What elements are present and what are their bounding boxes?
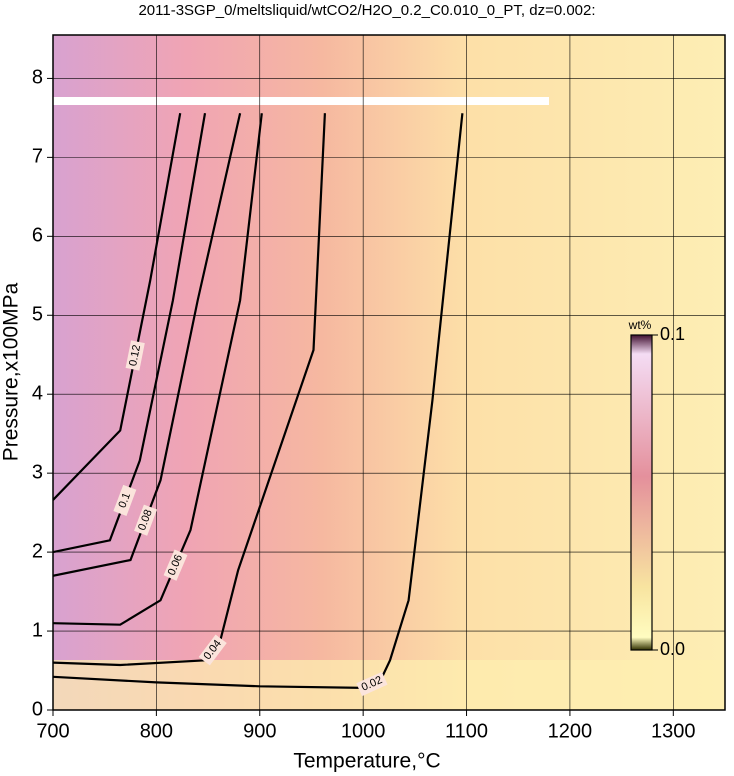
y-tick-label: 1: [32, 619, 43, 641]
field-low-band: [53, 660, 725, 710]
contour-label-bg: [198, 634, 227, 666]
contour-label-bg: [356, 671, 388, 697]
plot-frame: [52, 34, 726, 711]
x-tick-label: 1200: [548, 720, 593, 742]
x-tick-label: 1100: [445, 720, 488, 742]
field-background: [53, 35, 725, 710]
colorbar-label: wt%: [628, 318, 652, 332]
colorbar-tick-label: 0.1: [660, 324, 685, 344]
masked-band: [53, 97, 549, 105]
y-tick-label: 4: [32, 382, 43, 404]
contour-label-group: 0.06: [163, 549, 188, 581]
contour-label-group: 0.1: [113, 484, 137, 516]
contour-line: [53, 112, 242, 577]
colorbar: wt% 0.0 0.1: [628, 318, 685, 659]
contours: 0.020.040.060.080.10.12: [53, 112, 464, 697]
x-tick-label: 1300: [651, 720, 696, 742]
x-axis-label: Temperature,°C: [293, 750, 440, 773]
y-tick-label: 6: [32, 225, 43, 247]
x-tick-label: 800: [140, 720, 173, 742]
y-tick-label: 5: [32, 304, 43, 326]
y-axis-label: Pressure,x100MPa: [0, 282, 23, 461]
grid: [52, 35, 725, 711]
y-tick-label: 0: [32, 698, 43, 720]
chart-title: 2011-3SGP_0/meltsliquid/wtCO2/H2O_0.2_C0…: [138, 2, 595, 19]
contour-label-group: 0.12: [125, 340, 145, 371]
y-tick-label: 8: [32, 67, 43, 89]
contour-label: 0.12: [127, 344, 143, 367]
contour-label-bg: [113, 484, 137, 516]
colorbar-scale: [630, 334, 653, 651]
colorbar-tick-label: 0.0: [660, 639, 685, 659]
contour-label-bg: [163, 549, 188, 581]
y-tick-label: 7: [32, 146, 43, 168]
x-tick-label: 1000: [341, 720, 386, 742]
contour-label: 0.1: [116, 491, 133, 510]
contour-label-bg: [125, 340, 145, 371]
contour-label-bg: [134, 504, 158, 536]
axes: 700 800 900 1000 1100 1200 1300 0 1 2 3 4 5 6 7 8: [32, 67, 696, 743]
y-tick-label: 3: [32, 461, 43, 483]
contour-line: [53, 113, 207, 554]
contour-label-group: 0.08: [134, 504, 158, 536]
x-tick-label: 900: [243, 720, 276, 742]
x-tick-label: 700: [36, 720, 69, 742]
y-tick-label: 2: [32, 540, 43, 562]
